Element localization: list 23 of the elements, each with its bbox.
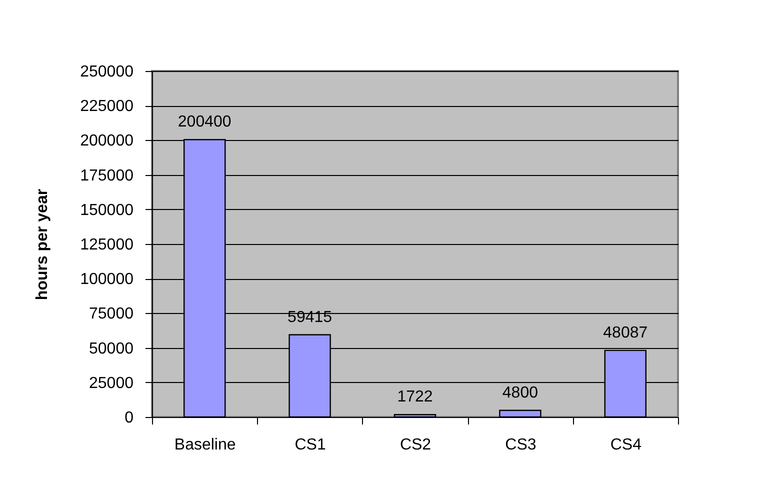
- y-tick-label: 200000: [80, 132, 134, 150]
- y-tick-label: 25000: [89, 374, 134, 392]
- x-tick-label: CS2: [400, 436, 432, 454]
- data-label: 200400: [178, 114, 232, 131]
- bar: [499, 410, 542, 418]
- y-tick-label: 175000: [80, 167, 134, 184]
- y-tick-label: 250000: [80, 64, 134, 80]
- y-tick-label: 100000: [80, 271, 134, 288]
- data-label: 4800: [502, 384, 538, 402]
- y-tick-label: 150000: [80, 202, 134, 219]
- x-tick-label: CS1: [294, 436, 326, 454]
- y-tick-label: 75000: [89, 306, 134, 323]
- y-tick-label: 225000: [80, 98, 134, 116]
- y-tick-label: 125000: [80, 236, 134, 254]
- y-axis-title: hours per year: [34, 188, 52, 300]
- y-tick-label: 0: [124, 410, 134, 426]
- y-tick-label: 50000: [89, 340, 134, 358]
- data-label: 48087: [603, 324, 648, 342]
- x-tick-label: CS3: [505, 436, 536, 454]
- bar: [394, 414, 436, 418]
- x-tick-label: Baseline: [174, 436, 236, 454]
- x-tick-label: CS4: [610, 436, 642, 454]
- data-label: 1722: [397, 388, 433, 406]
